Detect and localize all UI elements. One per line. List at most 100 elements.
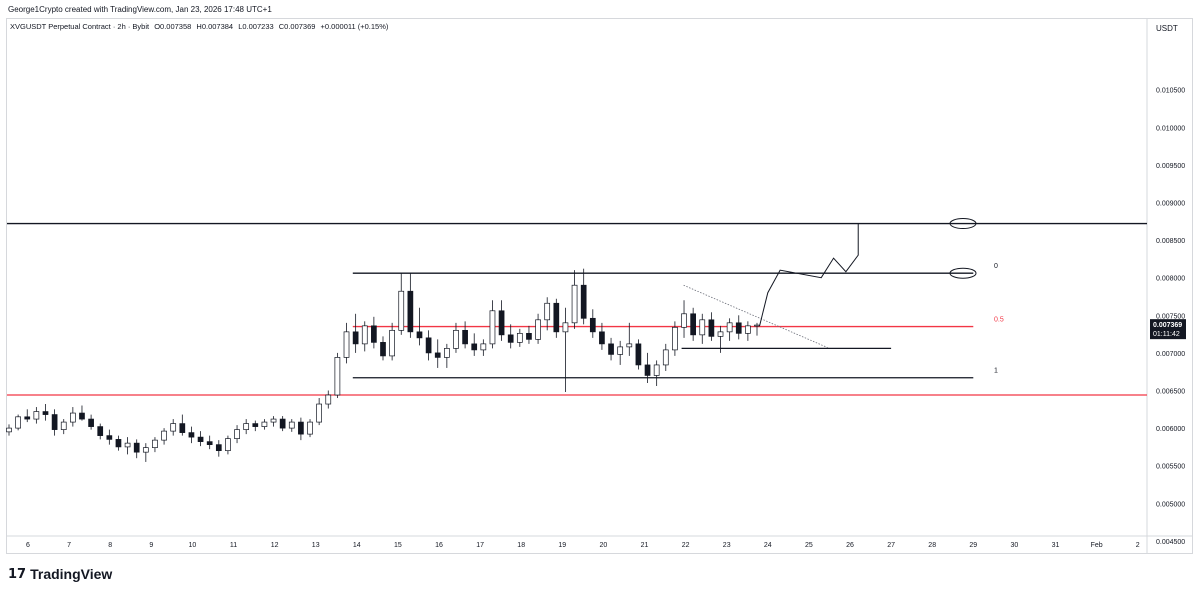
candle-body bbox=[225, 438, 231, 452]
candle-body bbox=[544, 302, 551, 321]
candle-body bbox=[261, 421, 268, 427]
candle-body bbox=[626, 343, 633, 348]
candle-body bbox=[371, 325, 377, 343]
x-tick-label: 2 bbox=[1136, 542, 1140, 549]
x-tick-label: 19 bbox=[558, 542, 566, 549]
candle-body bbox=[88, 418, 94, 427]
candle-body bbox=[672, 326, 678, 351]
candle-body bbox=[343, 331, 350, 358]
candle-body bbox=[124, 442, 131, 448]
candle-body bbox=[453, 329, 459, 349]
x-tick-label: 15 bbox=[394, 542, 402, 549]
x-tick-label: 6 bbox=[26, 542, 30, 549]
candle-body bbox=[462, 329, 468, 345]
x-tick-label: 30 bbox=[1011, 542, 1019, 549]
target-circle-marker bbox=[949, 218, 977, 230]
candle-body bbox=[252, 423, 259, 427]
target-circle-marker bbox=[949, 267, 977, 279]
y-tick-label: 0.009500 bbox=[1156, 163, 1185, 170]
change-value: +0.000011 (+0.15%) bbox=[320, 22, 389, 31]
candle-body bbox=[407, 290, 414, 333]
x-tick-label: 8 bbox=[108, 542, 112, 549]
x-tick-label: 27 bbox=[887, 542, 895, 549]
x-tick-label: 17 bbox=[476, 542, 484, 549]
candle-body bbox=[298, 421, 304, 435]
candle-body bbox=[24, 416, 31, 420]
candle-body bbox=[380, 342, 386, 357]
y-tick-label: 0.004500 bbox=[1156, 539, 1185, 546]
candle-body bbox=[653, 364, 660, 376]
low-value: L0.007233 bbox=[238, 22, 274, 31]
candle-body bbox=[316, 403, 322, 423]
candle-body bbox=[589, 317, 596, 333]
candle-body bbox=[745, 325, 751, 334]
tradingview-logo-icon: 17 bbox=[8, 566, 27, 582]
candle-body bbox=[152, 439, 158, 449]
y-tick-label: 0.010000 bbox=[1156, 125, 1185, 132]
x-tick-label: 14 bbox=[353, 542, 361, 549]
candle-body bbox=[115, 439, 122, 448]
y-tick-label: 0.005000 bbox=[1156, 501, 1185, 508]
candle-body bbox=[398, 290, 405, 331]
candle-body bbox=[70, 412, 76, 423]
fib-level-label: 0.5 bbox=[994, 317, 1004, 324]
y-tick-label: 0.005500 bbox=[1156, 464, 1185, 471]
x-tick-label: 22 bbox=[682, 542, 690, 549]
candle-body bbox=[480, 343, 487, 351]
candle-body bbox=[215, 444, 222, 452]
candle-body bbox=[644, 364, 651, 376]
x-tick-label: 24 bbox=[764, 542, 772, 549]
candle-body bbox=[699, 319, 706, 336]
x-tick-label: 29 bbox=[969, 542, 977, 549]
x-tick-label: 20 bbox=[600, 542, 608, 549]
high-value: H0.007384 bbox=[196, 22, 234, 31]
candle-body bbox=[599, 331, 605, 345]
candle-body bbox=[142, 447, 149, 453]
candle-body bbox=[106, 435, 113, 440]
y-tick-label: 0.007500 bbox=[1156, 313, 1185, 320]
candle-body bbox=[425, 337, 432, 354]
candle-body bbox=[325, 394, 332, 405]
candle-body bbox=[60, 421, 67, 430]
candle-body bbox=[617, 346, 624, 355]
candle-body bbox=[754, 324, 760, 327]
candle-body bbox=[416, 331, 423, 339]
last-price-value: 0.007369 bbox=[1153, 322, 1182, 329]
candle-body bbox=[42, 411, 49, 415]
candle-body bbox=[206, 441, 213, 445]
ohlc-legend: XVGUSDT Perpetual Contract · 2h · Bybit … bbox=[10, 22, 391, 31]
last-price-badge bbox=[1150, 319, 1186, 340]
candle-body bbox=[526, 332, 532, 340]
x-tick-label: 31 bbox=[1052, 542, 1060, 549]
symbol-label[interactable]: XVGUSDT Perpetual Contract · 2h · Bybit bbox=[10, 22, 150, 31]
candle-body bbox=[662, 349, 669, 366]
candle-body bbox=[161, 430, 167, 441]
candle-body bbox=[334, 357, 341, 396]
candle-body bbox=[608, 343, 614, 355]
fib-level-label: 1 bbox=[994, 368, 998, 375]
x-tick-label: 26 bbox=[846, 542, 854, 549]
close-value: C0.007369 bbox=[278, 22, 316, 31]
candle-body bbox=[288, 421, 295, 429]
candle-body bbox=[389, 329, 395, 357]
candle-body bbox=[188, 432, 195, 438]
y-tick-label: 0.009000 bbox=[1156, 201, 1185, 208]
candle-body bbox=[498, 310, 505, 336]
x-tick-label: 13 bbox=[312, 542, 320, 549]
x-tick-label: 25 bbox=[805, 542, 813, 549]
y-tick-label: 0.007000 bbox=[1156, 351, 1185, 358]
y-tick-label: 0.008500 bbox=[1156, 238, 1185, 245]
candle-body bbox=[535, 319, 541, 340]
candle-body bbox=[489, 310, 496, 345]
candle-body bbox=[726, 322, 733, 333]
y-tick-label: 0.006000 bbox=[1156, 426, 1185, 433]
x-tick-label: 9 bbox=[149, 542, 153, 549]
x-tick-label: 11 bbox=[230, 542, 237, 549]
open-value: O0.007358 bbox=[154, 22, 192, 31]
candle-body bbox=[234, 429, 240, 439]
x-tick-label: 23 bbox=[723, 542, 731, 549]
candle-body bbox=[51, 414, 58, 430]
candle-body bbox=[571, 284, 578, 324]
tradingview-logo[interactable]: 17 TradingView bbox=[8, 566, 112, 582]
